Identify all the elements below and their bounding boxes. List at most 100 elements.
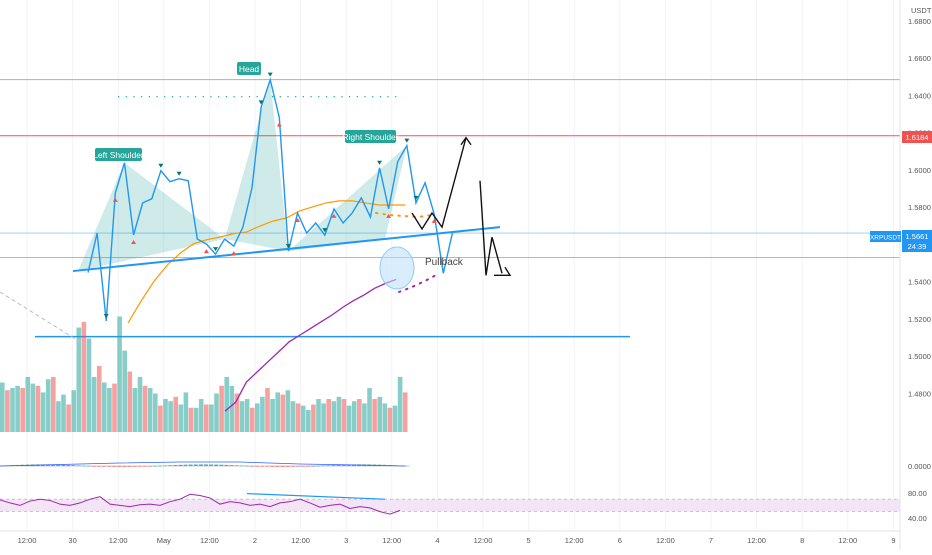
volume-bar: [107, 388, 112, 432]
volume-bar: [30, 383, 36, 432]
oscillator-bar: [147, 466, 152, 467]
oscillator-bar: [341, 464, 346, 466]
time-tick-label: 12:00: [474, 536, 493, 545]
price-tick-label: 1.6600: [908, 54, 931, 63]
oscillator-bar: [306, 466, 310, 467]
volume-bar: [255, 403, 260, 432]
volume-bar: [173, 396, 178, 432]
volume-bar: [112, 383, 117, 432]
head-area: [224, 79, 289, 252]
oscillator-bar: [173, 465, 178, 466]
pivot-high-marker: [377, 160, 383, 165]
volume-bar: [331, 401, 337, 432]
time-tick-label: 12:00: [565, 536, 584, 545]
time-tick-label: 12:00: [291, 536, 310, 545]
price-tick-label: 1.6000: [908, 166, 931, 175]
oscillator-bar: [311, 466, 316, 467]
ma-fast-projection-dots: [375, 212, 433, 219]
oscillator-bar: [102, 466, 106, 467]
head-label[interactable]: Head: [237, 62, 261, 75]
time-tick-label: 12:00: [109, 536, 128, 545]
volume-bar: [244, 399, 250, 432]
ma-slow-projection-dots: [398, 273, 439, 293]
oscillator-bar: [346, 464, 351, 466]
volume-bar: [367, 388, 372, 432]
bullish-projection-line: [411, 137, 467, 231]
oscillator-bar: [45, 464, 50, 466]
volume-bar: [290, 401, 296, 432]
time-scale[interactable]: 12:00 30 12:00 May 12:00 2 12:00 3 12:00 4 12:00 5 1…: [18, 536, 896, 545]
horizontal-levels: [0, 79, 900, 338]
left-shoulder-label[interactable]: Left Shoulder: [93, 148, 144, 161]
oscillator-bar: [224, 464, 229, 466]
volume-bar: [316, 399, 321, 432]
price-tick-label: 1.6400: [908, 91, 931, 100]
volume-bar: [326, 399, 331, 432]
time-tick-label: May: [157, 536, 171, 545]
price-line: [87, 77, 454, 322]
right-shoulder-label[interactable]: Right Shoulder: [342, 130, 399, 143]
volume-bar: [387, 407, 393, 432]
rsi-line: [0, 493, 401, 515]
price-tick-label: 1.5000: [908, 352, 931, 361]
time-tick-label: 9: [891, 536, 895, 545]
pivot-low-marker: [112, 197, 118, 202]
pivot-high-marker: [404, 138, 410, 143]
price-tick-label: 1.6800: [908, 17, 931, 26]
volume-bar: [402, 392, 408, 432]
volume-bar: [25, 377, 31, 432]
volume-bar: [198, 399, 204, 432]
oscillator-signal-line: [0, 461, 406, 467]
price-scale[interactable]: 1.68001.66001.64001.62001.60001.58001.56…: [908, 17, 931, 523]
volume-bar: [224, 377, 229, 432]
resistance-price-text: 1.6184: [906, 133, 929, 142]
oscillator-bar: [51, 464, 55, 466]
oscillator-bar: [270, 466, 275, 467]
volume-bar: [86, 338, 92, 432]
volume-bar: [51, 377, 56, 432]
time-tick-label: 3: [344, 536, 348, 545]
oscillator-bar: [96, 466, 101, 467]
downtrend-dashed-line: [0, 291, 86, 346]
volume-bar: [81, 322, 87, 432]
volume-bar: [193, 407, 199, 432]
oscillator-bar: [193, 464, 198, 466]
oscillator-bar: [158, 465, 163, 467]
volume-bar: [270, 399, 275, 432]
ma-slow-line: [224, 278, 397, 412]
time-tick-label: 12:00: [747, 536, 766, 545]
time-tick-label: 30: [68, 536, 76, 545]
rsi-tick-label: 80.00: [908, 489, 927, 498]
pivot-high-marker: [213, 247, 219, 252]
neckline-line: [72, 226, 501, 273]
volume-bar: [346, 405, 352, 432]
volume-bar: [397, 377, 403, 432]
oscillator-bar: [91, 466, 96, 467]
oscillator-bar: [71, 465, 76, 466]
pivot-markers: [103, 72, 437, 318]
oscillator-bar: [275, 466, 280, 467]
volume-bar: [372, 399, 377, 432]
rsi-pane: [0, 493, 900, 515]
oscillator-pane: [0, 461, 410, 467]
volume-bar: [5, 390, 10, 432]
countdown-text: 24:39: [908, 242, 927, 251]
volume-bar: [219, 385, 224, 432]
oscillator-bar: [112, 466, 117, 467]
pattern-fill: [78, 79, 407, 272]
volume-bar: [280, 394, 286, 432]
time-tick-label: 7: [709, 536, 713, 545]
pivot-low-marker: [431, 218, 437, 223]
oscillator-tick-label: 0.0000: [908, 462, 931, 471]
price-tick-label: 1.5200: [908, 315, 931, 324]
pivot-high-marker: [413, 195, 419, 200]
volume-bar: [336, 396, 342, 432]
volume-bar: [300, 405, 306, 432]
pivot-low-marker: [276, 122, 282, 127]
pullback-text: Pullback: [425, 257, 464, 268]
volume-bar: [76, 327, 82, 432]
oscillator-bar: [204, 464, 208, 466]
volume-bar: [158, 405, 163, 432]
